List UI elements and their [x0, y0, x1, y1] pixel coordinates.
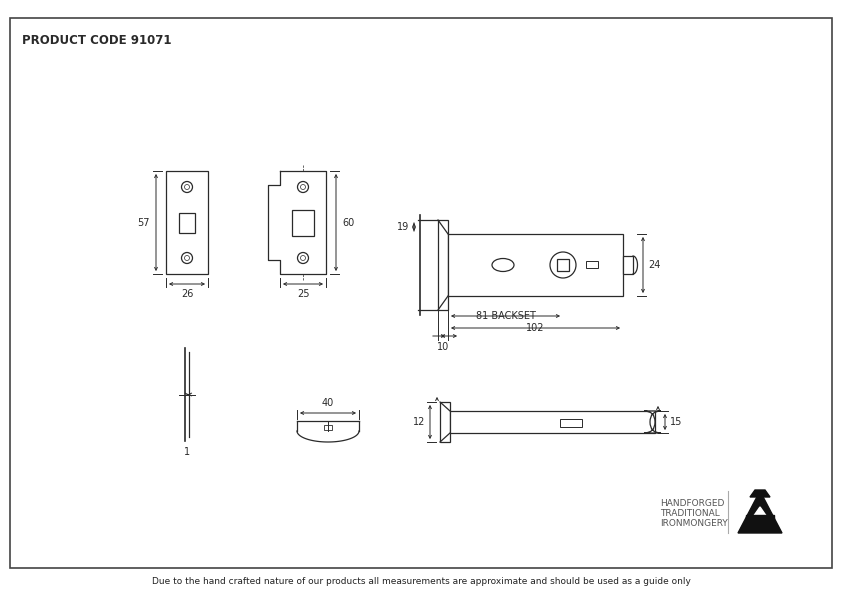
- Polygon shape: [750, 490, 770, 497]
- Bar: [557, 259, 569, 271]
- Text: 26: 26: [181, 289, 193, 299]
- Bar: [292, 210, 314, 235]
- Text: 1: 1: [184, 447, 190, 457]
- Polygon shape: [268, 171, 326, 274]
- Text: 12: 12: [413, 417, 425, 427]
- Text: 81 BACKSET: 81 BACKSET: [476, 311, 536, 321]
- FancyBboxPatch shape: [644, 411, 661, 433]
- Circle shape: [184, 185, 189, 190]
- Text: 60: 60: [342, 218, 354, 228]
- Bar: [166, 171, 208, 274]
- Bar: [438, 220, 448, 310]
- Circle shape: [297, 253, 308, 263]
- Circle shape: [550, 252, 576, 278]
- Text: 40: 40: [322, 398, 334, 408]
- Circle shape: [297, 182, 308, 193]
- Bar: [623, 256, 633, 274]
- Bar: [586, 261, 598, 268]
- Polygon shape: [752, 507, 768, 519]
- Circle shape: [301, 256, 306, 260]
- Bar: [440, 402, 450, 442]
- Text: Due to the hand crafted nature of our products all measurements are approximate : Due to the hand crafted nature of our pr…: [152, 576, 690, 585]
- Polygon shape: [738, 491, 782, 533]
- Text: 102: 102: [526, 323, 545, 333]
- Text: PRODUCT CODE 91071: PRODUCT CODE 91071: [22, 34, 172, 47]
- Circle shape: [182, 253, 193, 263]
- Ellipse shape: [492, 259, 514, 272]
- Bar: [450, 411, 655, 433]
- Circle shape: [182, 182, 193, 193]
- Text: 24: 24: [648, 260, 660, 270]
- Polygon shape: [746, 515, 774, 519]
- Text: HANDFORGED: HANDFORGED: [660, 498, 724, 508]
- Text: TRADITIONAL: TRADITIONAL: [660, 508, 720, 517]
- Bar: [324, 425, 332, 430]
- Bar: [448, 234, 623, 296]
- Bar: [560, 419, 582, 427]
- Bar: [179, 213, 195, 232]
- Text: 19: 19: [397, 222, 409, 232]
- Text: IRONMONGERY: IRONMONGERY: [660, 519, 727, 527]
- Circle shape: [184, 256, 189, 260]
- Text: 57: 57: [137, 218, 150, 228]
- Text: 15: 15: [670, 417, 682, 427]
- Text: 25: 25: [296, 289, 309, 299]
- Text: 10: 10: [437, 342, 449, 352]
- Circle shape: [301, 185, 306, 190]
